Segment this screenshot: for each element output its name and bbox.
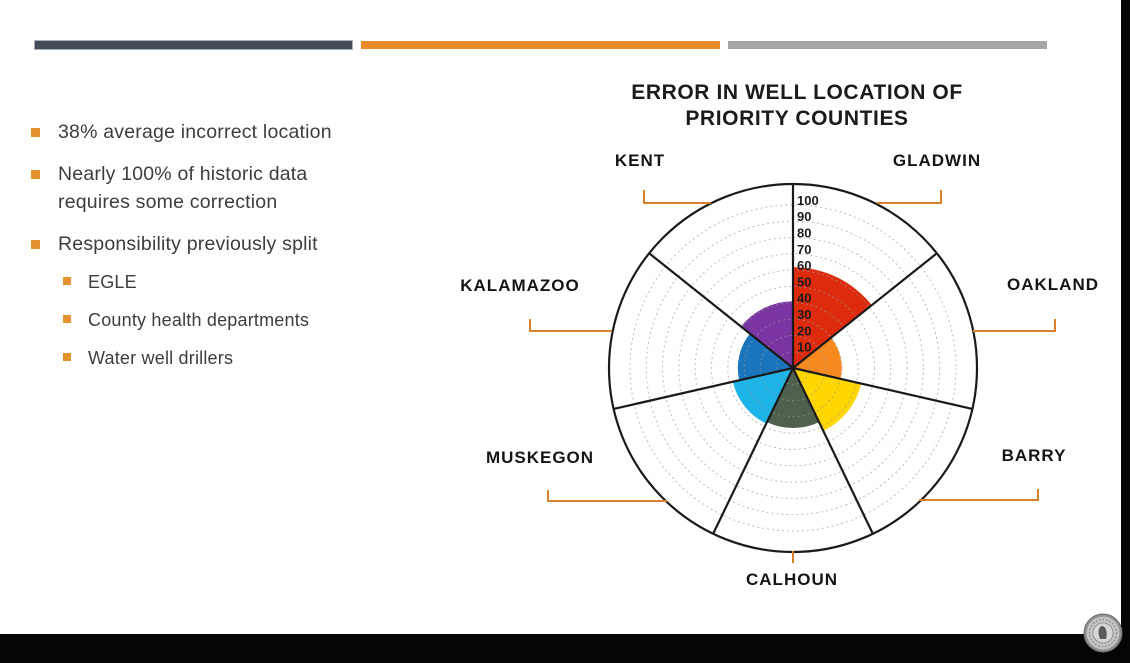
bullet-item: Nearly 100% of historic data requires so… [58, 163, 308, 213]
spoke [792, 367, 874, 535]
radial-tick-label: 40 [797, 291, 811, 306]
sector-kent [740, 301, 793, 368]
accent-bar-gray [728, 41, 1047, 49]
leader-line [547, 490, 667, 502]
leader-line [973, 319, 1056, 332]
county-label-gladwin: GLADWIN [892, 151, 982, 170]
letterbox-right [1121, 0, 1130, 663]
radial-tick-label: 80 [797, 226, 811, 241]
chart-title: ERROR IN WELL LOCATION OF PRIORITY COUNT… [631, 81, 963, 130]
gridline-50 [711, 286, 875, 450]
accent-bar-orange [361, 41, 720, 49]
county-label-kent: KENT [614, 151, 666, 170]
gridline-30 [743, 318, 843, 418]
sector-gladwin [793, 267, 872, 368]
sub-bullet-item: Water well drillers [88, 348, 234, 368]
gridline-20 [759, 334, 827, 402]
gridline-100 [629, 204, 957, 532]
bullet-item: Responsibility previously split [58, 233, 318, 255]
gridline-80 [662, 237, 924, 499]
county-label-kalamazoo: KALAMAZOO [460, 276, 580, 295]
sector-kalamazoo [737, 333, 793, 381]
bullet-item: 38% average incorrect location [58, 121, 332, 143]
leader-line [877, 190, 942, 204]
sector-barry [793, 368, 862, 431]
sub-bullet-item: County health departments [88, 310, 310, 330]
county-label-oakland: OAKLAND [1007, 275, 1099, 294]
leader-line [919, 489, 1039, 501]
gridline-60 [694, 269, 892, 467]
spoke [613, 366, 794, 411]
spoke [648, 252, 794, 369]
gridline-70 [678, 253, 908, 483]
bullet-icon [31, 128, 40, 137]
radial-tick-label: 70 [797, 242, 811, 257]
sector-calhoun [766, 368, 820, 429]
county-label-barry: BARRY [1001, 446, 1067, 465]
radial-tick-label: 10 [797, 340, 811, 355]
gridline-40 [727, 302, 859, 434]
radial-tick-label: 30 [797, 307, 811, 322]
county-label-calhoun: CALHOUN [746, 570, 838, 589]
letterbox-bottom [0, 634, 1130, 663]
sub-bullet-item: EGLE [88, 272, 137, 292]
radial-tick-label: 20 [797, 323, 811, 338]
bullet-icon [31, 240, 40, 249]
sub-bullet-icon [63, 315, 71, 323]
accent-bar-dark [34, 40, 353, 50]
radial-tick-label: 60 [797, 258, 811, 273]
sector-muskegon [732, 368, 793, 424]
sub-bullet-icon [63, 353, 71, 361]
gridline-10 [776, 351, 810, 385]
bullet-icon [31, 170, 40, 179]
sector-oakland [793, 337, 842, 379]
county-label-muskegon: MUSKEGON [485, 448, 595, 467]
spoke [792, 366, 973, 411]
chart-outer-circle [607, 182, 979, 554]
leader-line [643, 190, 711, 204]
radial-tick-label: 90 [797, 209, 811, 224]
spoke [712, 367, 794, 535]
radial-tick-label: 100 [797, 193, 819, 208]
gridline-90 [645, 220, 941, 516]
leader-line [529, 319, 612, 332]
spoke [792, 252, 938, 369]
radial-tick-label: 50 [797, 274, 811, 289]
sub-bullet-icon [63, 277, 71, 285]
